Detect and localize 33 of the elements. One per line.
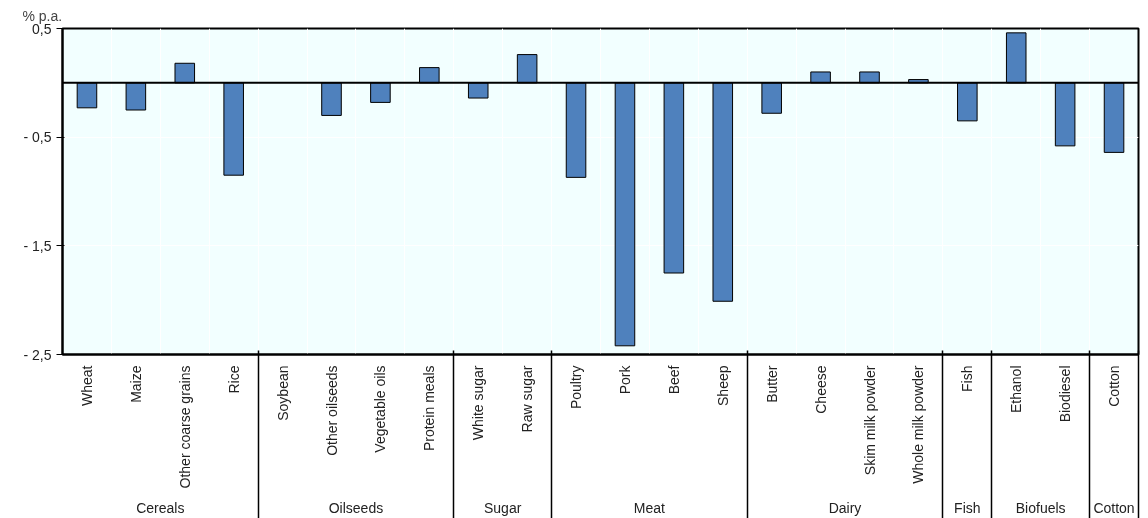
category-label: Cheese (812, 365, 829, 414)
category-label: Fish (954, 499, 981, 516)
category-label: Protein meals (421, 365, 438, 452)
category-label: Ethanol (1008, 365, 1025, 413)
category-label: Whole milk powder (910, 365, 927, 484)
category-label: Oilseeds (328, 499, 384, 516)
category-label: Raw sugar (519, 365, 536, 433)
category-label: Biofuels (1015, 499, 1066, 516)
category-label: Butter (763, 365, 780, 403)
category-label: Fish (959, 365, 976, 392)
category-label: Biodiesel (1057, 365, 1074, 423)
category-label: Pork (616, 365, 633, 395)
category-label: Dairy (828, 499, 862, 516)
y-tick-label: - 0,5 (23, 129, 52, 146)
y-tick-label: - 2,5 (23, 346, 52, 363)
category-label: Meat (633, 499, 665, 516)
category-label: Maize (127, 365, 144, 403)
category-label: Beef (665, 365, 682, 395)
category-label: Wheat (78, 365, 95, 406)
category-label: Rice (225, 365, 242, 394)
category-label: Poultry (568, 365, 585, 410)
category-label: Sugar (484, 499, 522, 516)
category-label: Vegetable oils (372, 365, 389, 453)
category-label: Soybean (274, 365, 291, 421)
category-label: Cotton (1093, 499, 1135, 516)
category-label: Cotton (1106, 365, 1123, 407)
y-tick-label: - 1,5 (23, 237, 52, 254)
category-label: Cereals (136, 499, 185, 516)
category-label: Sheep (714, 365, 731, 406)
category-label: Other oilseeds (323, 365, 340, 456)
category-label: White sugar (470, 365, 487, 441)
category-label: Skim milk powder (861, 365, 878, 476)
category-label: Other coarse grains (176, 365, 193, 489)
